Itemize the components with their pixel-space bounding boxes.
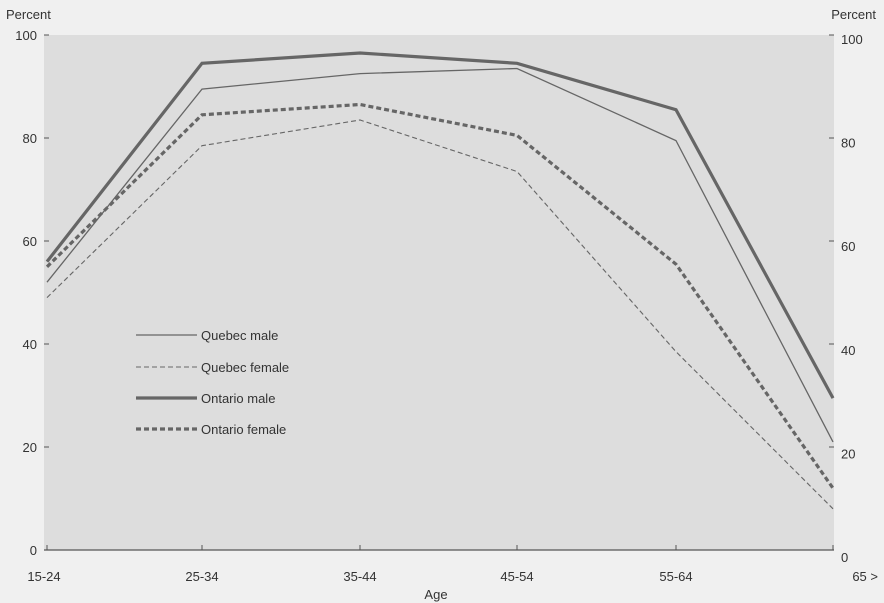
y-tick-label-right: 0 [841,550,848,565]
series-line-quebec-female [46,119,834,510]
series-line-ontario-female [45,102,835,490]
series-line-ontario-male [45,51,835,399]
y-tick-label-left: 80 [23,131,37,146]
y-tick-label-right: 20 [841,446,855,461]
x-tick-label: 35-44 [343,569,376,584]
series-line-quebec-male [46,67,834,443]
y-axis-title-right: Percent [831,7,876,22]
x-axis-title: Age [424,587,447,602]
legend-label: Quebec male [201,328,278,343]
legend-label: Ontario male [201,391,275,406]
y-tick-label-right: 60 [841,239,855,254]
y-tick-label-left: 20 [23,440,37,455]
y-tick-label-left: 100 [15,28,37,43]
y-tick-label-left: 0 [30,543,37,558]
y-tick-label-left: 60 [23,234,37,249]
y-tick-label-right: 100 [841,32,863,47]
y-tick-label-right: 80 [841,136,855,151]
y-axis-title-left: Percent [6,7,51,22]
legend: Quebec male Quebec female Ontario male Onta… [136,328,289,437]
x-tick-label: 25-34 [185,569,218,584]
x-tick-label: 15-24 [27,569,60,584]
x-tick-label: 65 > [852,569,878,584]
y-tick-label-right: 40 [841,343,855,358]
legend-label: Quebec female [201,360,289,375]
x-tick-label: 55-64 [659,569,692,584]
x-tick-label: 45-54 [500,569,533,584]
y-tick-label-left: 40 [23,337,37,352]
legend-label: Ontario female [201,422,286,437]
